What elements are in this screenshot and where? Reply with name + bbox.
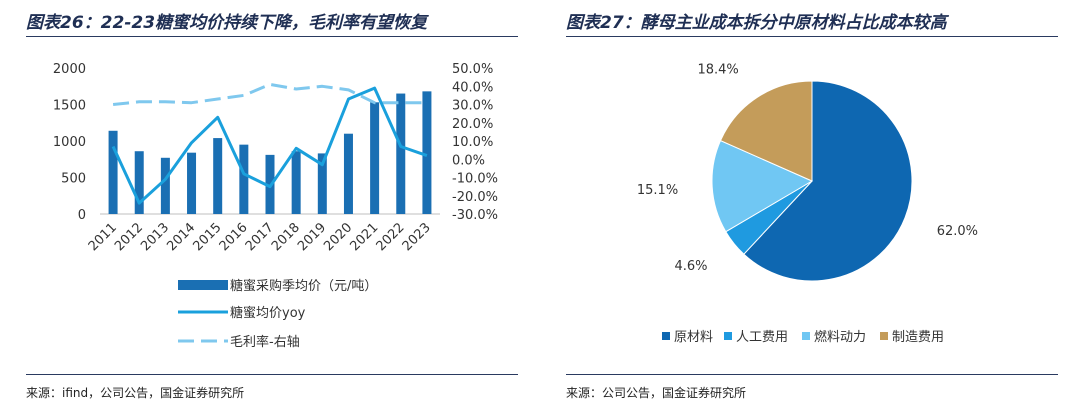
right-title-rule [566,36,1058,37]
right-chart-title: 图表27：酵母主业成本拆分中原材料占比成本较高 [566,13,947,33]
combo-chart: 0 500 1000 1500 2000 -30.0% -20.0% -10.0% 0.0% 10… [53,62,498,350]
bar-2021 [370,102,380,214]
left-axis-tick-label: 500 [61,172,86,187]
bar-2013 [160,157,170,214]
legend-margin-label: 毛利率-右轴 [230,334,300,350]
right-axis-tick-label: -10.0% [452,172,498,187]
bar-2016 [239,144,249,214]
x-axis-tick-label: 2020 [321,220,355,254]
x-axis-tick-label: 2021 [347,220,381,254]
pie-legend-label: 制造费用 [892,330,944,345]
legend-yoy-label: 糖蜜均价yoy [230,305,306,321]
pie-legend-label: 人工费用 [736,330,788,345]
pie-legend-swatch [724,332,732,340]
bar-2014 [187,152,197,214]
bar-2019 [317,153,327,214]
x-axis-tick-label: 2019 [295,220,329,254]
pie-legend-swatch [802,332,810,340]
x-axis-tick-label: 2018 [269,220,303,254]
left-axis-tick-label: 1000 [53,135,86,150]
x-axis-tick-label: 2015 [191,220,225,254]
right-axis-tick-label: -20.0% [452,190,498,205]
x-axis-tick-label: 2012 [112,220,146,254]
right-axis-tick-label: 20.0% [452,117,493,132]
right-axis-tick-label: 50.0% [452,62,493,77]
x-axis-tick-label: 2022 [374,220,408,254]
bar-2022 [396,93,406,214]
pie-data-label: 4.6% [674,259,707,274]
pie-slice-4 [719,80,813,182]
left-source: 来源：ifind，公司公告，国金证券研究所 [26,386,245,400]
legend-bar-label: 糖蜜采购季均价（元/吨） [230,278,377,294]
left-panel: 图表26：22-23糖蜜均价持续下降，毛利率有望恢复 0 500 1000 1500 2… [26,13,518,400]
right-source-rule [566,374,1058,375]
x-axis-tick-label: 2013 [138,220,172,254]
bar-2015 [213,138,223,214]
pie-data-label: 18.4% [697,63,738,78]
x-axis-tick-label: 2016 [217,220,251,254]
x-axis-tick-label: 2017 [243,220,277,254]
left-axis-tick-label: 1500 [53,99,86,114]
pie-legend-label: 原材料 [674,330,713,345]
bar-2011 [108,130,118,214]
right-panel: 图表27：酵母主业成本拆分中原材料占比成本较高 62.0% 4.6% 15.1% 18… [540,0,1080,413]
pie-legend-swatch [662,332,670,340]
left-axis-tick-label: 2000 [53,62,86,77]
left-title-rule [26,36,518,37]
x-axis-tick-label: 2014 [164,220,198,254]
legend-bar-swatch [178,280,228,290]
bar-2020 [343,133,353,214]
right-axis-tick-label: 10.0% [452,135,493,150]
right-axis-tick-label: -30.0% [452,208,498,223]
bar-2018 [291,151,301,214]
yoy-series-line [111,86,428,205]
left-axis-tick-label: 0 [78,208,86,223]
left-chart-title: 图表26：22-23糖蜜均价持续下降，毛利率有望恢复 [26,13,428,33]
right-axis-tick-label: 30.0% [452,99,493,114]
pie-slice-1 [743,80,913,282]
bar-2012 [134,151,144,214]
pie-legend-swatch [880,332,888,340]
right-source: 来源：公司公告，国金证券研究所 [566,386,747,400]
pie-data-label: 15.1% [637,183,678,198]
x-axis-tick-label: 2011 [86,220,120,254]
pie-data-label: 62.0% [937,224,978,239]
pie-chart: 62.0% 4.6% 15.1% 18.4% 原材料 人工费用 燃料动力 制造费用 [637,63,978,345]
left-source-rule [26,374,518,375]
right-axis-tick-label: 0.0% [452,153,485,168]
pie-slice-3 [711,139,814,233]
right-axis-tick-label: 40.0% [452,80,493,95]
x-axis-tick-label: 2023 [400,220,434,254]
bar-2023 [422,91,432,214]
pie-legend-label: 燃料动力 [814,329,866,345]
